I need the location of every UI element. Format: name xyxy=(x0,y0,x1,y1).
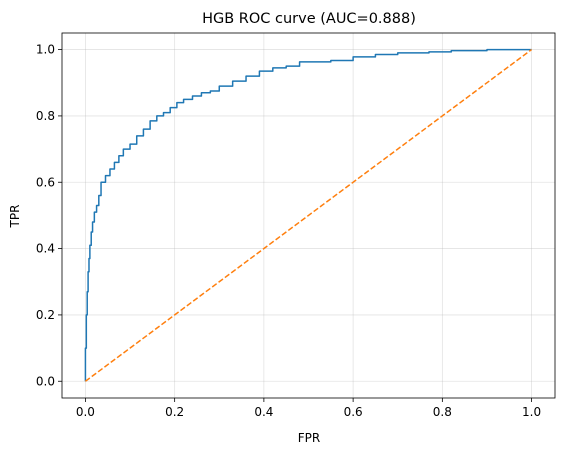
plot-frame xyxy=(61,32,556,399)
y-tick-label: 0.4 xyxy=(36,242,55,256)
roc-curve-line xyxy=(84,48,532,382)
y-axis-label: TPR xyxy=(8,205,22,229)
y-tick-label: 0.0 xyxy=(36,374,55,388)
x-axis-label: FPR xyxy=(298,431,320,445)
x-tick-label: 0.8 xyxy=(433,405,452,419)
y-tick-label: 0.8 xyxy=(36,109,55,123)
x-tick-label: 0.4 xyxy=(254,405,273,419)
x-axis: 0.0 0.2 0.4 0.6 0.8 1.0 xyxy=(76,398,541,419)
y-tick-label: 0.2 xyxy=(36,308,55,322)
y-tick-label: 0.6 xyxy=(36,175,55,189)
y-axis: 0.0 0.2 0.4 0.6 0.8 1.0 xyxy=(36,43,62,388)
x-tick-label: 1.0 xyxy=(522,405,541,419)
grid xyxy=(62,33,555,398)
chance-diagonal-line xyxy=(84,48,533,382)
x-tick-label: 0.2 xyxy=(165,405,184,419)
chart-title: HGB ROC curve (AUC=0.888) xyxy=(202,11,416,27)
x-tick-label: 0.0 xyxy=(76,405,95,419)
series-layer xyxy=(84,48,533,382)
x-tick-label: 0.6 xyxy=(344,405,363,419)
y-tick-label: 1.0 xyxy=(36,43,55,57)
